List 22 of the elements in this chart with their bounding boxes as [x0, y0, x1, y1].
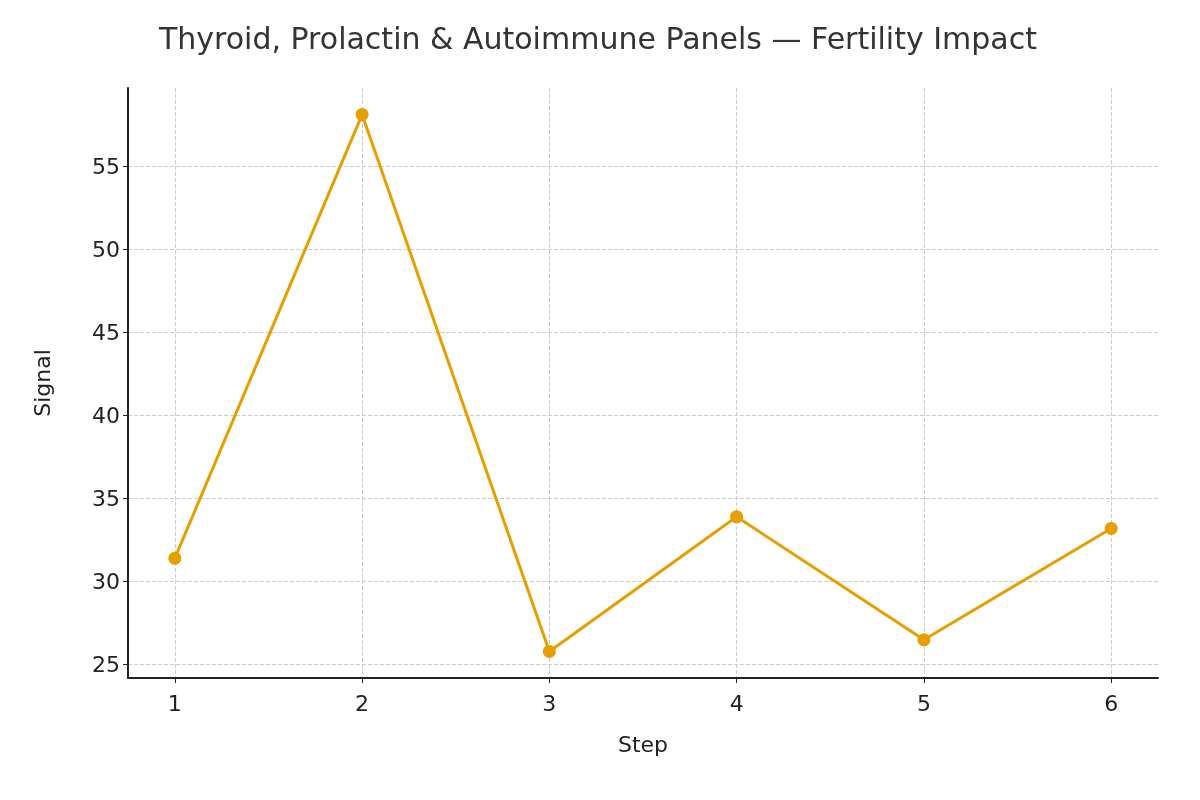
y-axis-title: Signal — [29, 349, 55, 417]
y-tick-label: 35 — [92, 486, 120, 512]
y-tick-label: 30 — [92, 569, 120, 595]
point — [1104, 521, 1118, 535]
x-tick-label: 1 — [167, 690, 182, 716]
point — [542, 644, 556, 658]
x-tick-label: 3 — [542, 690, 557, 716]
y-tick-label: 25 — [92, 652, 120, 678]
y-tick-label: 55 — [92, 153, 120, 179]
x-axis-title: Step — [617, 731, 669, 757]
point — [730, 510, 744, 524]
chart-title: Thyroid, Prolactin & Autoimmune Panels — Fertility Impact — [157, 20, 1038, 56]
y-tick-label: 40 — [92, 402, 120, 428]
point — [168, 551, 182, 565]
y-tick-label: 50 — [92, 236, 120, 262]
x-tick-label: 4 — [729, 690, 744, 716]
x-tick-label: 5 — [916, 690, 931, 716]
x-tick-label: 2 — [355, 690, 370, 716]
point — [355, 108, 369, 122]
point — [917, 633, 931, 647]
y-tick-label: 45 — [92, 319, 120, 345]
x-tick-label: 6 — [1104, 690, 1119, 716]
